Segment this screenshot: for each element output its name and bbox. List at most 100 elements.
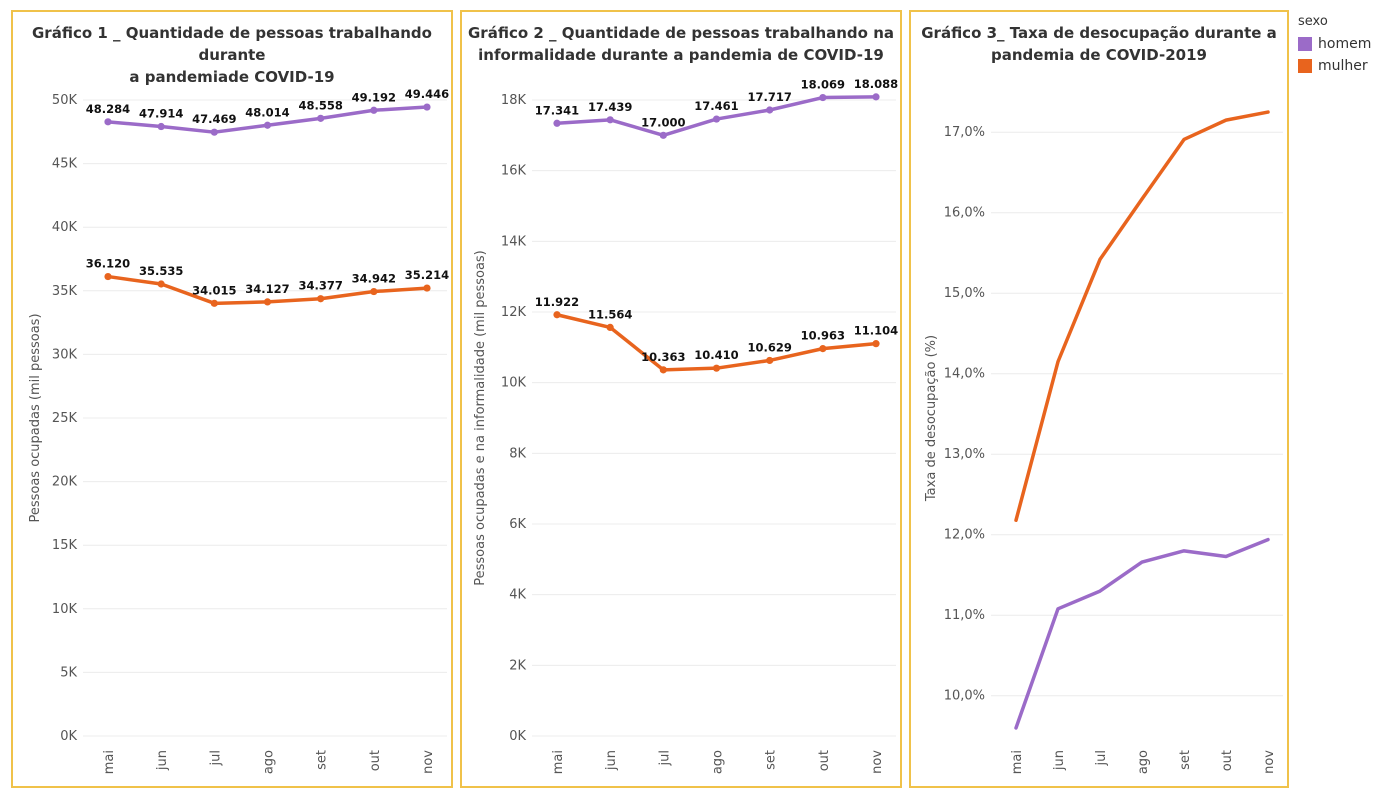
data-point-mulher[interactable] [606, 323, 614, 332]
data-point-homem[interactable] [157, 122, 165, 131]
chart-3-title-line-1: Gráfico 3_ Taxa de desocupação durante a [921, 24, 1277, 42]
data-point-mulher[interactable] [766, 356, 774, 365]
legend: sexo homem mulher [1298, 14, 1371, 77]
data-point-homem[interactable] [317, 114, 325, 122]
data-label-homem: 18.088 [854, 77, 898, 91]
data-label-mulher: 10.363 [641, 350, 685, 364]
x-tick-label: jul [208, 750, 223, 766]
legend-label-mulher: mulher [1318, 58, 1368, 74]
data-point-mulher[interactable] [263, 298, 272, 306]
x-tick-label: nov [1262, 750, 1277, 774]
data-label-homem: 17.439 [588, 100, 632, 114]
data-label-mulher: 11.564 [588, 307, 632, 321]
legend-item-mulher[interactable]: mulher [1298, 55, 1371, 77]
data-point-mulher[interactable] [872, 340, 880, 348]
data-point-mulher[interactable] [210, 299, 218, 307]
y-tick-label: 10,0% [944, 689, 985, 704]
y-tick-label: 0K [509, 729, 526, 744]
data-point-homem[interactable] [210, 128, 218, 136]
data-point-homem[interactable] [104, 118, 112, 126]
y-tick-label: 4K [509, 588, 526, 603]
data-point-mulher[interactable] [317, 295, 325, 303]
chart-panel-3: Gráfico 3_ Taxa de desocupação durante a… [909, 10, 1289, 788]
chart-1-title-line-2: a pandemiade COVID-19 [129, 68, 335, 86]
y-tick-label: 20K [52, 475, 78, 490]
data-label-homem: 49.192 [352, 90, 396, 104]
chart-2-title-line-2: informalidade durante a pandemia de COVI… [478, 46, 884, 64]
x-tick-label: ago [1136, 750, 1151, 774]
data-point-homem[interactable] [370, 106, 378, 114]
data-point-mulher[interactable] [370, 287, 378, 296]
data-point-homem[interactable] [659, 131, 667, 139]
data-label-mulher: 10.410 [694, 348, 738, 362]
data-point-homem[interactable] [872, 93, 880, 101]
data-point-homem[interactable] [263, 121, 272, 129]
data-label-mulher: 34.942 [352, 272, 396, 286]
legend-title: sexo [1298, 14, 1328, 29]
x-tick-label: jun [604, 750, 619, 771]
x-tick-label: nov [870, 750, 885, 774]
data-point-mulher[interactable] [712, 364, 721, 372]
data-label-mulher: 36.120 [86, 257, 130, 271]
y-tick-label: 0K [60, 729, 77, 744]
data-label-homem: 48.284 [86, 102, 130, 116]
data-label-mulher: 34.127 [245, 282, 289, 296]
data-point-homem[interactable] [819, 93, 827, 102]
y-tick-label: 16K [501, 164, 527, 179]
legend-item-homem[interactable]: homem [1298, 33, 1371, 55]
y-tick-label: 17,0% [944, 125, 985, 140]
data-label-homem: 47.914 [139, 107, 183, 121]
data-point-mulher[interactable] [819, 345, 827, 353]
y-tick-label: 5K [60, 665, 77, 680]
x-tick-label: mai [1010, 750, 1025, 774]
data-label-homem: 48.558 [298, 98, 342, 112]
x-tick-label: set [315, 750, 330, 770]
data-point-homem[interactable] [553, 119, 561, 127]
data-point-mulher[interactable] [659, 366, 667, 374]
data-point-homem[interactable] [606, 116, 614, 124]
y-tick-label: 10K [52, 602, 78, 617]
data-label-homem: 47.469 [192, 112, 236, 126]
y-axis-title: Pessoas ocupadas e na informalidade (mil… [473, 250, 488, 586]
x-tick-label: ago [262, 750, 277, 774]
x-tick-label: out [1220, 750, 1235, 771]
data-label-mulher: 34.015 [192, 283, 236, 297]
data-point-mulher[interactable] [553, 311, 561, 319]
x-tick-label: mai [102, 750, 117, 774]
y-axis-title: Pessoas ocupadas (mil pessoas) [28, 313, 43, 522]
data-label-mulher: 34.377 [298, 279, 342, 293]
data-label-mulher: 10.963 [801, 329, 845, 343]
data-point-mulher[interactable] [157, 280, 165, 288]
data-label-homem: 17.000 [641, 115, 685, 129]
y-tick-label: 30K [52, 347, 78, 362]
y-tick-label: 18K [501, 93, 527, 108]
data-point-homem[interactable] [712, 115, 721, 123]
x-tick-label: set [764, 750, 779, 770]
y-tick-label: 35K [52, 284, 78, 299]
y-tick-label: 50K [52, 93, 78, 108]
y-tick-label: 11,0% [944, 608, 985, 623]
y-tick-label: 6K [509, 517, 526, 532]
chart-panel-2: Gráfico 2 _ Quantidade de pessoas trabal… [460, 10, 902, 788]
y-tick-label: 16,0% [944, 206, 985, 221]
y-tick-label: 12K [501, 305, 527, 320]
chart-panel-1: Gráfico 1 _ Quantidade de pessoas trabal… [11, 10, 453, 788]
y-tick-label: 12,0% [944, 528, 985, 543]
y-tick-label: 15,0% [944, 286, 985, 301]
legend-swatch-homem [1298, 37, 1312, 51]
data-label-homem: 49.446 [405, 87, 449, 101]
data-point-homem[interactable] [423, 103, 431, 111]
data-label-mulher: 11.922 [535, 295, 579, 309]
y-axis-title: Taxa de desocupação (%) [924, 335, 939, 502]
y-tick-label: 15K [52, 538, 78, 553]
chart-3-title-line-2: pandemia de COVID-2019 [991, 46, 1207, 64]
y-tick-label: 14K [501, 234, 527, 249]
y-tick-label: 25K [52, 411, 78, 426]
data-point-homem[interactable] [766, 106, 774, 114]
chart-1-plot: 0K 5K 10K 15K 20K 25K 30K 35K 40K 45K 50K Pessoas o… [28, 87, 449, 774]
y-tick-label: 2K [509, 658, 526, 673]
data-label-homem: 48.014 [245, 105, 289, 119]
data-point-mulher[interactable] [423, 284, 431, 292]
data-point-mulher[interactable] [104, 272, 112, 281]
y-tick-label: 40K [52, 220, 78, 235]
